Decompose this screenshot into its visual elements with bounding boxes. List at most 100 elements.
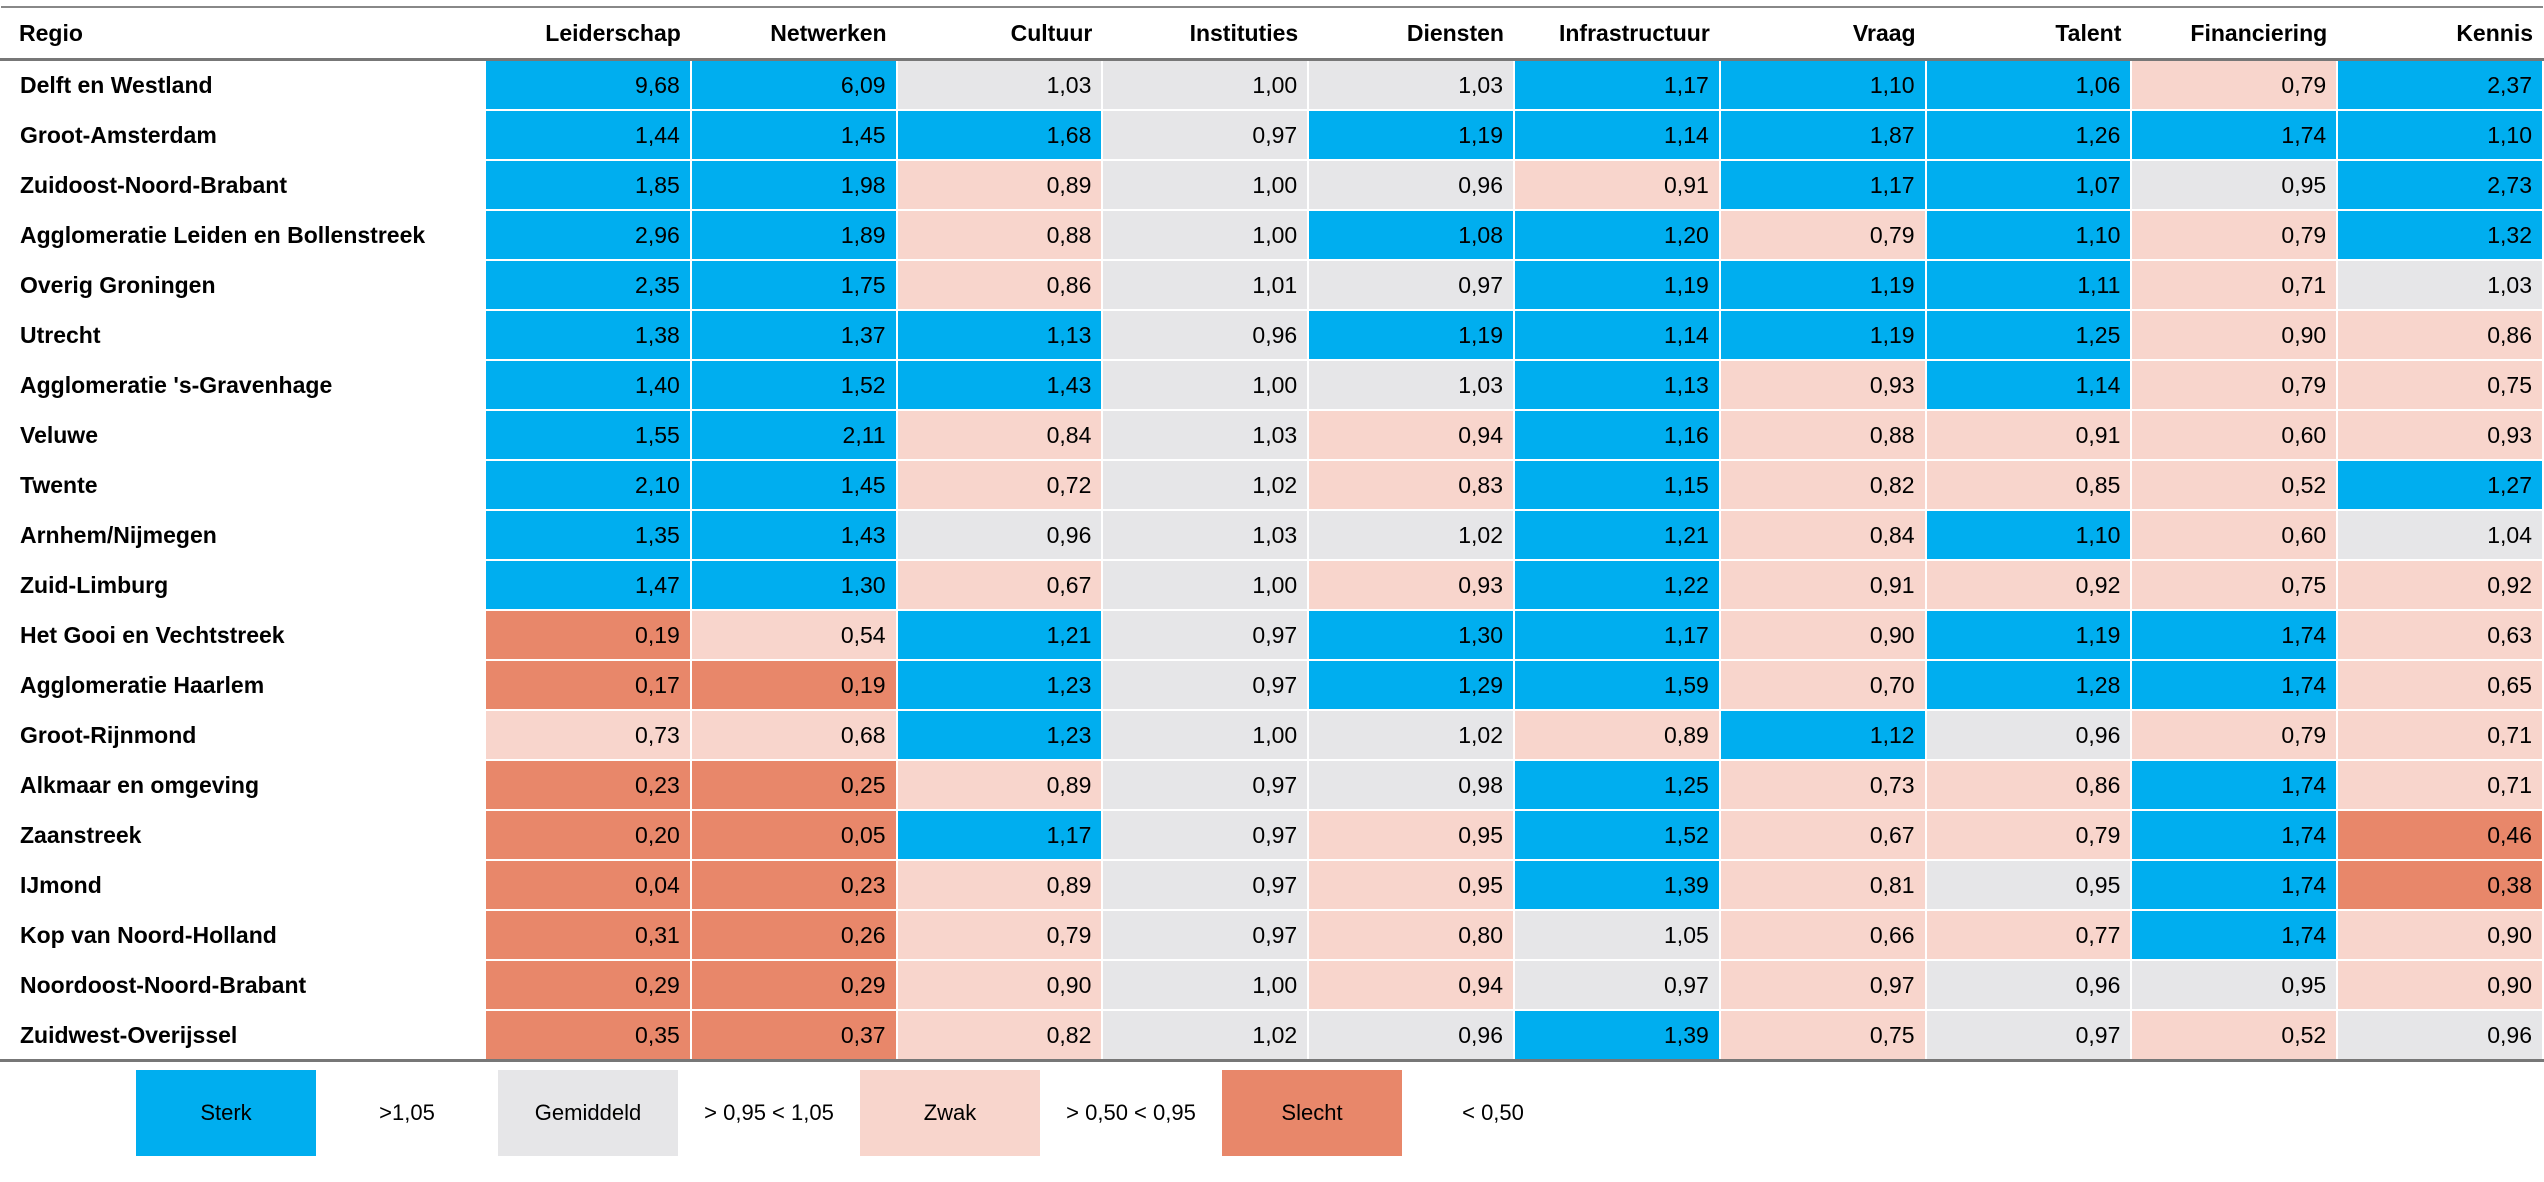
cell: 1,02 xyxy=(1101,1009,1310,1062)
column-header: Financiering xyxy=(2131,6,2338,61)
cell: 0,96 xyxy=(1101,309,1310,361)
page: Regio Leiderschap Netwerken Cultuur Institut… xyxy=(0,6,2544,1182)
cell: 1,25 xyxy=(1924,309,2133,361)
cell: 1,55 xyxy=(484,409,692,461)
cell: 0,95 xyxy=(2130,959,2339,1011)
cell: 1,16 xyxy=(1512,409,1721,461)
cell: 1,19 xyxy=(1718,309,1927,361)
cell: 0,54 xyxy=(689,609,898,661)
cell: 2,73 xyxy=(2336,159,2544,211)
cell: 0,88 xyxy=(895,209,1104,261)
table-row: Het Gooi en Vechtstreek 0,19 0,54 1,21 0,97 1… xyxy=(0,609,2544,661)
cell: 1,06 xyxy=(1924,58,2133,111)
cell: 0,65 xyxy=(2336,659,2544,711)
column-header: Vraag xyxy=(1719,6,1926,61)
column-header: Cultuur xyxy=(896,6,1103,61)
cell: 0,80 xyxy=(1307,909,1515,961)
row-name: Arnhem/Nijmegen xyxy=(0,509,486,561)
cell: 1,27 xyxy=(2336,459,2544,511)
cell: 1,02 xyxy=(1101,459,1310,511)
row-name: Alkmaar en omgeving xyxy=(0,759,486,811)
cell: 0,19 xyxy=(689,659,898,711)
cell: 0,97 xyxy=(1924,1009,2133,1062)
cell: 1,19 xyxy=(1307,109,1515,161)
cell: 1,45 xyxy=(689,109,898,161)
table-row: Groot-Rijnmond 0,73 0,68 1,23 1,00 1,02 0,89 1,… xyxy=(0,709,2544,761)
cell: 1,17 xyxy=(1718,159,1927,211)
cell: 1,15 xyxy=(1512,459,1721,511)
cell: 1,19 xyxy=(1307,309,1515,361)
cell: 0,95 xyxy=(1307,859,1515,911)
table-row: IJmond 0,04 0,23 0,89 0,97 0,95 1,39 0,81 0,95 1,… xyxy=(0,859,2544,911)
cell: 0,96 xyxy=(2336,1009,2544,1062)
cell: 0,46 xyxy=(2336,809,2544,861)
cell: 0,75 xyxy=(2336,359,2544,411)
cell: 1,98 xyxy=(689,159,898,211)
cell: 1,21 xyxy=(1512,509,1721,561)
cell: 0,31 xyxy=(484,909,692,961)
cell: 0,89 xyxy=(895,759,1104,811)
legend-swatch: Zwak xyxy=(860,1070,1040,1156)
table: Regio Leiderschap Netwerken Cultuur Institut… xyxy=(0,6,2544,1062)
row-name: Zuid-Limburg xyxy=(0,559,486,611)
cell: 0,93 xyxy=(1718,359,1927,411)
cell: 1,08 xyxy=(1307,209,1515,261)
cell: 1,07 xyxy=(1924,159,2133,211)
cell: 1,39 xyxy=(1512,859,1721,911)
cell: 0,38 xyxy=(2336,859,2544,911)
cell: 1,38 xyxy=(484,309,692,361)
cell: 1,10 xyxy=(1718,58,1927,111)
column-header: Infrastructuur xyxy=(1513,6,1720,61)
cell: 0,86 xyxy=(2336,309,2544,361)
cell: 0,86 xyxy=(1924,759,2133,811)
cell: 1,13 xyxy=(895,309,1104,361)
cell: 1,10 xyxy=(2336,109,2544,161)
cell: 0,79 xyxy=(1924,809,2133,861)
cell: 0,95 xyxy=(1924,859,2133,911)
column-header: Talent xyxy=(1925,6,2132,61)
cell: 0,79 xyxy=(2130,58,2339,111)
cell: 1,00 xyxy=(1101,159,1310,211)
cell: 0,88 xyxy=(1718,409,1927,461)
cell: 1,44 xyxy=(484,109,692,161)
cell: 0,71 xyxy=(2336,709,2544,761)
table-row: Delft en Westland 9,68 6,09 1,03 1,00 1,03 1,1… xyxy=(0,58,2544,111)
cell: 1,23 xyxy=(895,659,1104,711)
cell: 0,67 xyxy=(895,559,1104,611)
column-header: Leiderschap xyxy=(485,6,691,61)
cell: 1,75 xyxy=(689,259,898,311)
cell: 1,74 xyxy=(2130,759,2339,811)
cell: 0,90 xyxy=(895,959,1104,1011)
cell: 6,09 xyxy=(689,58,898,111)
cell: 0,23 xyxy=(689,859,898,911)
table-row: Zuidoost-Noord-Brabant 1,85 1,98 0,89 1,00 0,… xyxy=(0,159,2544,211)
table-row: Utrecht 1,38 1,37 1,13 0,96 1,19 1,14 1,19 1,25 0… xyxy=(0,309,2544,361)
cell: 0,90 xyxy=(2336,959,2544,1011)
cell: 1,29 xyxy=(1307,659,1515,711)
cell: 1,47 xyxy=(484,559,692,611)
cell: 0,97 xyxy=(1101,759,1310,811)
cell: 0,81 xyxy=(1718,859,1927,911)
row-name: Delft en Westland xyxy=(0,58,486,111)
cell: 0,98 xyxy=(1307,759,1515,811)
cell: 1,03 xyxy=(895,58,1104,111)
cell: 1,20 xyxy=(1512,209,1721,261)
row-name: Agglomeratie 's-Gravenhage xyxy=(0,359,486,411)
cell: 0,89 xyxy=(895,159,1104,211)
cell: 1,26 xyxy=(1924,109,2133,161)
cell: 1,14 xyxy=(1512,309,1721,361)
cell: 1,52 xyxy=(689,359,898,411)
cell: 2,11 xyxy=(689,409,898,461)
cell: 0,20 xyxy=(484,809,692,861)
cell: 0,79 xyxy=(1718,209,1927,261)
cell: 1,00 xyxy=(1101,209,1310,261)
cell: 1,17 xyxy=(895,809,1104,861)
table-row: Kop van Noord-Holland 0,31 0,26 0,79 0,97 0,8… xyxy=(0,909,2544,961)
table-row: Overig Groningen 2,35 1,75 0,86 1,01 0,97 1,19… xyxy=(0,259,2544,311)
cell: 0,97 xyxy=(1512,959,1721,1011)
cell: 1,10 xyxy=(1924,509,2133,561)
cell: 0,91 xyxy=(1718,559,1927,611)
cell: 0,67 xyxy=(1718,809,1927,861)
cell: 1,32 xyxy=(2336,209,2544,261)
row-name: Veluwe xyxy=(0,409,486,461)
